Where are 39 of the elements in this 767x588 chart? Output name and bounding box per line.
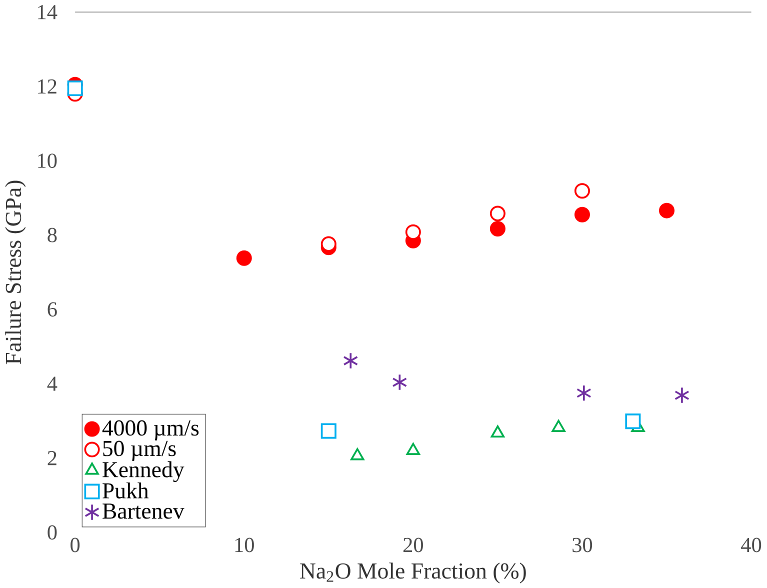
point [392,374,408,391]
point [574,206,590,222]
legend-label: Pukh [102,482,149,498]
point [67,80,83,96]
point [574,182,590,198]
y-tick-label: 8 [48,228,57,242]
y-tick-label: 10 [38,153,57,168]
point [625,413,641,429]
point [343,352,358,370]
y-tick-label: 12 [38,79,56,94]
point [236,250,252,266]
point [406,442,420,455]
legend-label: Kennedy [102,461,184,482]
point [674,386,690,404]
x-tick-label: 20 [403,538,424,552]
y-tick-label: 6 [48,302,57,316]
x-axis-title: Na$_{2}$O Mole Fraction (%) [300,562,526,584]
point [320,236,336,252]
x-tick-label: 10 [235,538,254,552]
point [658,202,675,218]
point [576,384,592,402]
point [490,425,505,438]
point [552,420,566,432]
x-tick-label: 30 [572,538,592,552]
point [490,206,506,222]
point [320,423,336,439]
y-tick-label: 2 [48,450,56,465]
legend-label: 50 µm/s [103,440,176,461]
point [490,220,506,236]
y-tick-label: 4 [47,376,58,391]
point [405,224,421,240]
x-tick-label: 0 [70,538,80,552]
x-tick-label: 40 [741,538,762,552]
legend-label: Bartenev [102,503,184,519]
y-tick-label: 0 [48,525,57,540]
y-tick-label: 14 [38,4,58,19]
y-axis-title: Failure Stress (GPa) [5,180,26,364]
legend-label: 4000 µm/s [102,420,199,440]
point [350,448,364,460]
